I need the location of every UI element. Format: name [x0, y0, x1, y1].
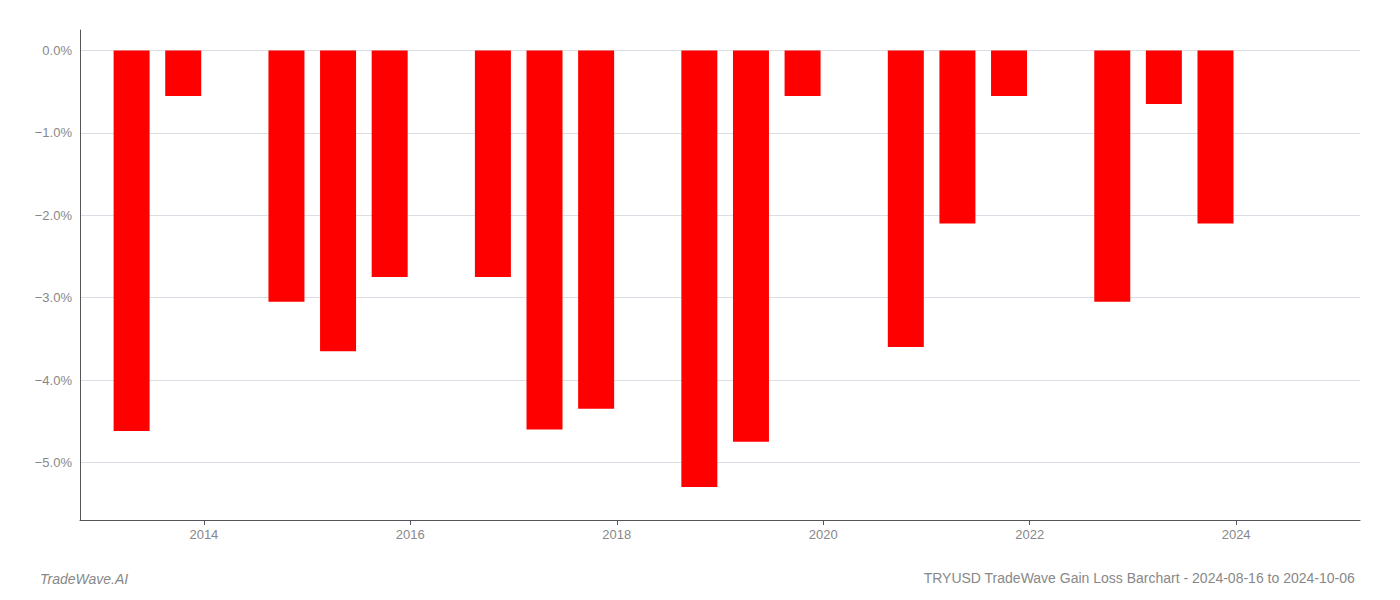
svg-text:−1.0%: −1.0% [35, 125, 73, 140]
svg-text:2018: 2018 [602, 527, 631, 542]
svg-text:−4.0%: −4.0% [35, 373, 73, 388]
svg-text:2022: 2022 [1015, 527, 1044, 542]
svg-text:0.0%: 0.0% [42, 43, 72, 58]
svg-text:−2.0%: −2.0% [35, 208, 73, 223]
svg-text:2024: 2024 [1222, 527, 1251, 542]
svg-text:2020: 2020 [809, 527, 838, 542]
svg-text:TRYUSD TradeWave Gain Loss Bar: TRYUSD TradeWave Gain Loss Barchart - 20… [924, 570, 1355, 586]
svg-text:−3.0%: −3.0% [35, 290, 73, 305]
svg-text:2016: 2016 [396, 527, 425, 542]
svg-text:TradeWave.AI: TradeWave.AI [40, 571, 128, 587]
svg-text:−5.0%: −5.0% [35, 455, 73, 470]
svg-text:2014: 2014 [189, 527, 218, 542]
